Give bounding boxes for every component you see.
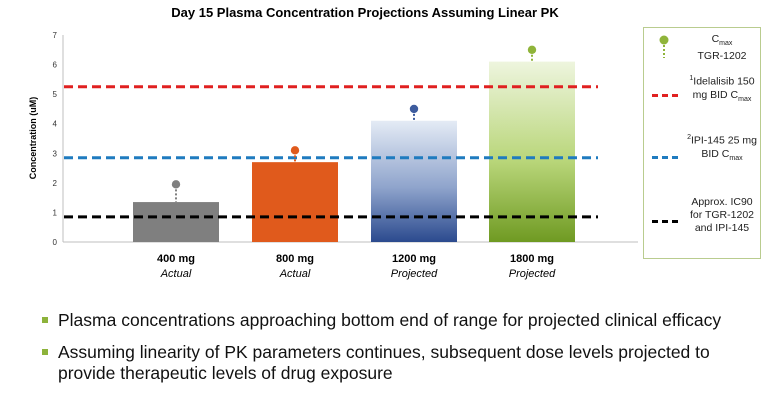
x-tick-sublabel: Projected <box>509 268 556 280</box>
y-tick-label: 3 <box>53 149 58 158</box>
cmax-point <box>171 180 181 189</box>
y-tick-label: 7 <box>53 31 58 40</box>
y-tick-label: 1 <box>53 208 58 217</box>
x-tick-label: 800 mg <box>276 253 314 265</box>
legend-cmax-sub: max <box>719 40 733 48</box>
legend-ic90-text: Approx. IC90 for TGR-1202 and IPI-145 <box>690 196 754 234</box>
bullet-square-icon <box>42 317 48 323</box>
legend-item-cmax-tgr: Cmax TGR-1202 <box>644 32 760 76</box>
legend-item-idelalisib: 1Idelalisib 150 mg BID Cmax <box>644 70 760 122</box>
x-tick-label: 1200 mg <box>392 253 436 265</box>
y-axis-label: Concentration (uM) <box>28 97 38 180</box>
legend-idelalisib-sup: 1 <box>689 75 694 82</box>
legend-ipi145-text: IPI-145 25 mg BID C <box>690 134 757 160</box>
chart-legend: Cmax TGR-1202 1Idelalisib 150 mg BID Cma… <box>643 27 761 259</box>
cmax-point <box>290 146 300 155</box>
y-tick-label: 4 <box>53 120 58 129</box>
y-tick-label: 2 <box>53 179 58 188</box>
black-dashed-line-icon <box>652 220 678 223</box>
legend-cmax-label: C <box>711 33 720 45</box>
y-tick-label: 6 <box>53 61 58 70</box>
cmax-marker-icon <box>659 35 669 58</box>
y-tick-label: 0 <box>53 238 58 247</box>
legend-ipi145-sup: 2 <box>687 134 691 141</box>
chart-title: Day 15 Plasma Concentration Projections … <box>171 5 559 20</box>
y-tick-label: 5 <box>53 90 58 99</box>
bar <box>489 61 575 242</box>
legend-idelalisib-sub: max <box>738 95 752 103</box>
bullet-item: Assuming linearity of PK parameters cont… <box>42 342 762 384</box>
legend-idelalisib-text: Idelalisib 150 mg BID C <box>692 75 755 101</box>
bar <box>133 202 219 242</box>
bullet-item: Plasma concentrations approaching bottom… <box>42 310 762 331</box>
x-tick-sublabel: Projected <box>391 268 438 280</box>
red-dashed-line-icon <box>652 94 678 97</box>
x-tick-label: 1800 mg <box>510 253 554 265</box>
bullet-text: Plasma concentrations approaching bottom… <box>58 310 722 330</box>
legend-cmax-drug: TGR-1202 <box>697 50 747 63</box>
legend-item-ic90: Approx. IC90 for TGR-1202 and IPI-145 <box>644 193 760 257</box>
bar <box>252 162 338 242</box>
cmax-point <box>527 45 537 54</box>
bullet-text: Assuming linearity of PK parameters cont… <box>58 342 710 383</box>
bullet-square-icon <box>42 349 48 355</box>
legend-item-ipi145: 2IPI-145 25 mg BID Cmax <box>644 129 760 181</box>
x-tick-sublabel: Actual <box>160 268 192 280</box>
blue-dashed-line-icon <box>652 156 678 159</box>
legend-ipi145-sub: max <box>729 154 743 162</box>
cmax-point <box>409 104 419 114</box>
bar-chart: Day 15 Plasma Concentration Projections … <box>28 5 638 280</box>
x-tick-label: 400 mg <box>157 253 195 265</box>
bullet-list: Plasma concentrations approaching bottom… <box>42 310 762 395</box>
bar <box>371 120 457 242</box>
x-tick-sublabel: Actual <box>279 268 311 280</box>
